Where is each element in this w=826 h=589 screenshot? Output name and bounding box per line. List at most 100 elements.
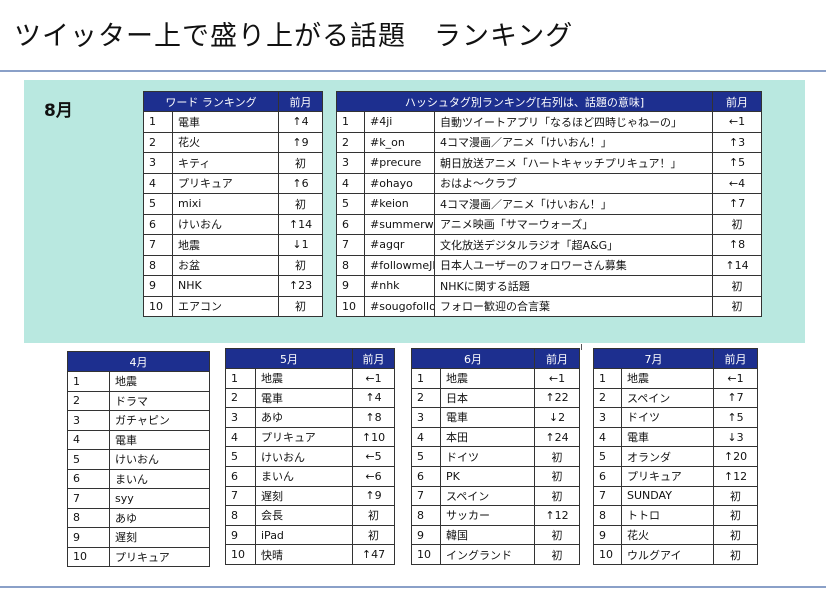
topic-cell: iPad	[255, 524, 353, 546]
rank-cell: 4	[411, 426, 441, 448]
change-cell: ↑7	[712, 193, 763, 215]
table-row: 7 遅刻 ↑9	[225, 485, 395, 507]
rank-cell: 2	[411, 387, 441, 409]
change-cell: ←1	[352, 368, 395, 389]
change-cell: ↑5	[712, 152, 763, 174]
topic-cell: 地震	[171, 234, 280, 256]
rank-cell: 2	[336, 131, 365, 153]
topic-cell: 電車	[621, 426, 714, 448]
topic-cell: ドラマ	[109, 390, 210, 411]
change-cell: 初	[278, 254, 324, 276]
rank-cell: 6	[411, 465, 441, 487]
change-cell: 初	[713, 524, 758, 546]
rank-cell: 1	[225, 368, 256, 389]
june-ranking: 6月 前月 1 地震 ←1 2 日本 ↑22 3 電車 ↓2 4 本田 ↑24 5 ドイツ初 6 PK 初 7 スペ…	[411, 348, 580, 565]
table-row: 9 iPad 初	[225, 524, 395, 546]
topic-cell: オランダ	[621, 446, 714, 467]
topic-cell: 電車	[171, 111, 280, 133]
change-cell: ←6	[352, 465, 395, 487]
topic-cell: ガチャピン	[109, 410, 210, 431]
table-row: 10 快晴 ↑47	[225, 544, 395, 565]
table-row: 1 地震 ←1	[593, 368, 758, 389]
change-cell: ↑6	[278, 172, 324, 194]
rank-cell: 7	[225, 485, 256, 507]
table-row: 6#summerwarsアニメ映画「サマーウォーズ」初	[336, 213, 763, 235]
change-cell: ↑7	[713, 387, 758, 409]
july-header: 7月	[593, 348, 714, 369]
change-cell: ↑4	[352, 387, 395, 409]
topic-cell: エアコン	[171, 295, 280, 317]
table-row: 4 #ohayo おはよ～クラブ ←4	[336, 172, 763, 194]
topic-cell: NHK	[171, 275, 280, 297]
rank-cell: 2	[67, 390, 110, 411]
change-cell: 初	[712, 275, 763, 297]
rank-cell: 7	[336, 234, 365, 256]
topic-cell: イングランド	[440, 544, 535, 565]
august-hashtag-ranking: ハッシュタグ別ランキング[右列は、話題の意味] 前月 1 #4ji 自動ツイートアプ…	[335, 91, 763, 317]
topic-cell: トトロ	[621, 505, 714, 526]
topic-cell: 会長	[255, 505, 353, 526]
rank-cell: 5	[336, 193, 365, 215]
topic-cell: 日本人ユーザーのフォロワーさん募集	[433, 254, 714, 276]
rank-cell: 5	[143, 193, 173, 215]
divider-tick	[581, 344, 582, 350]
table-row: 2 日本 ↑22	[411, 387, 580, 409]
rank-cell: 6	[593, 465, 622, 487]
topic-cell: あゆ	[255, 407, 353, 428]
rank-cell: 10	[67, 546, 110, 567]
table-row: 10 イングランド初	[411, 544, 580, 565]
topic-cell: #followmeJP	[364, 254, 435, 276]
topic-cell: あゆ	[109, 507, 210, 528]
change-cell: 初	[712, 213, 763, 235]
topic-cell: ウルグアイ	[621, 544, 714, 565]
table-row: 4 電車 ↓3	[593, 426, 758, 448]
topic-cell: サッカー	[440, 505, 535, 526]
table-row: 9 NHK ↑23	[143, 275, 324, 297]
topic-cell: 日本	[440, 387, 535, 409]
topic-cell: プリキュア	[255, 426, 353, 448]
change-cell: ↑12	[713, 465, 758, 487]
rank-cell: 1	[143, 111, 173, 133]
page-title: ツイッター上で盛り上がる話題 ランキング	[14, 21, 574, 52]
rank-cell: 2	[593, 387, 622, 409]
rank-cell: 9	[67, 527, 110, 548]
change-cell: ↑23	[278, 275, 324, 297]
topic-cell: mixi	[171, 193, 280, 215]
june-header: 6月	[411, 348, 535, 369]
topic-cell: #4ji	[364, 111, 435, 133]
topic-cell: お盆	[171, 254, 280, 276]
change-cell: ↓3	[713, 426, 758, 448]
table-row: 10#sougofollowフォロー歓迎の合言葉初	[336, 295, 763, 317]
topic-cell: プリキュア	[621, 465, 714, 487]
change-cell: 初	[713, 544, 758, 565]
rank-cell: 7	[67, 488, 110, 509]
table-row: 6 まいん	[67, 468, 210, 489]
topic-cell: 電車	[440, 407, 535, 428]
table-row: 8 トトロ初	[593, 505, 758, 526]
rank-cell: 3	[411, 407, 441, 428]
topic-cell: 4コマ漫画／アニメ「けいおん！」	[433, 193, 714, 215]
rank-cell: 10	[143, 295, 173, 317]
change-cell: ↑4	[278, 111, 324, 133]
topic-cell: 遅刻	[255, 485, 353, 507]
topic-cell: 遅刻	[109, 527, 210, 548]
change-cell: 初	[712, 295, 763, 317]
rank-cell: 5	[593, 446, 622, 467]
topic-cell: 4コマ漫画／アニメ「けいおん！」	[433, 131, 714, 153]
topic-cell: #ohayo	[364, 172, 435, 194]
prev-month-header: 前月	[278, 91, 324, 112]
rank-cell: 8	[593, 505, 622, 526]
table-row: 5 mixi 初	[143, 193, 324, 215]
prev-month-header: 前月	[712, 91, 763, 112]
change-cell: ↓2	[534, 407, 580, 428]
table-row: 2 電車 ↑4	[225, 387, 395, 409]
change-cell: ↑10	[352, 426, 395, 448]
table-row: 2 スペイン ↑7	[593, 387, 758, 409]
table-row: 3 ドイツ ↑5	[593, 407, 758, 428]
word-ranking-header: ワード ランキング	[142, 91, 280, 112]
table-row: 5 ドイツ初	[411, 446, 580, 467]
topic-cell: ドイツ	[440, 446, 535, 467]
topic-cell: 地震	[109, 371, 210, 392]
topic-cell: けいおん	[109, 449, 210, 470]
change-cell: ←1	[713, 368, 758, 389]
